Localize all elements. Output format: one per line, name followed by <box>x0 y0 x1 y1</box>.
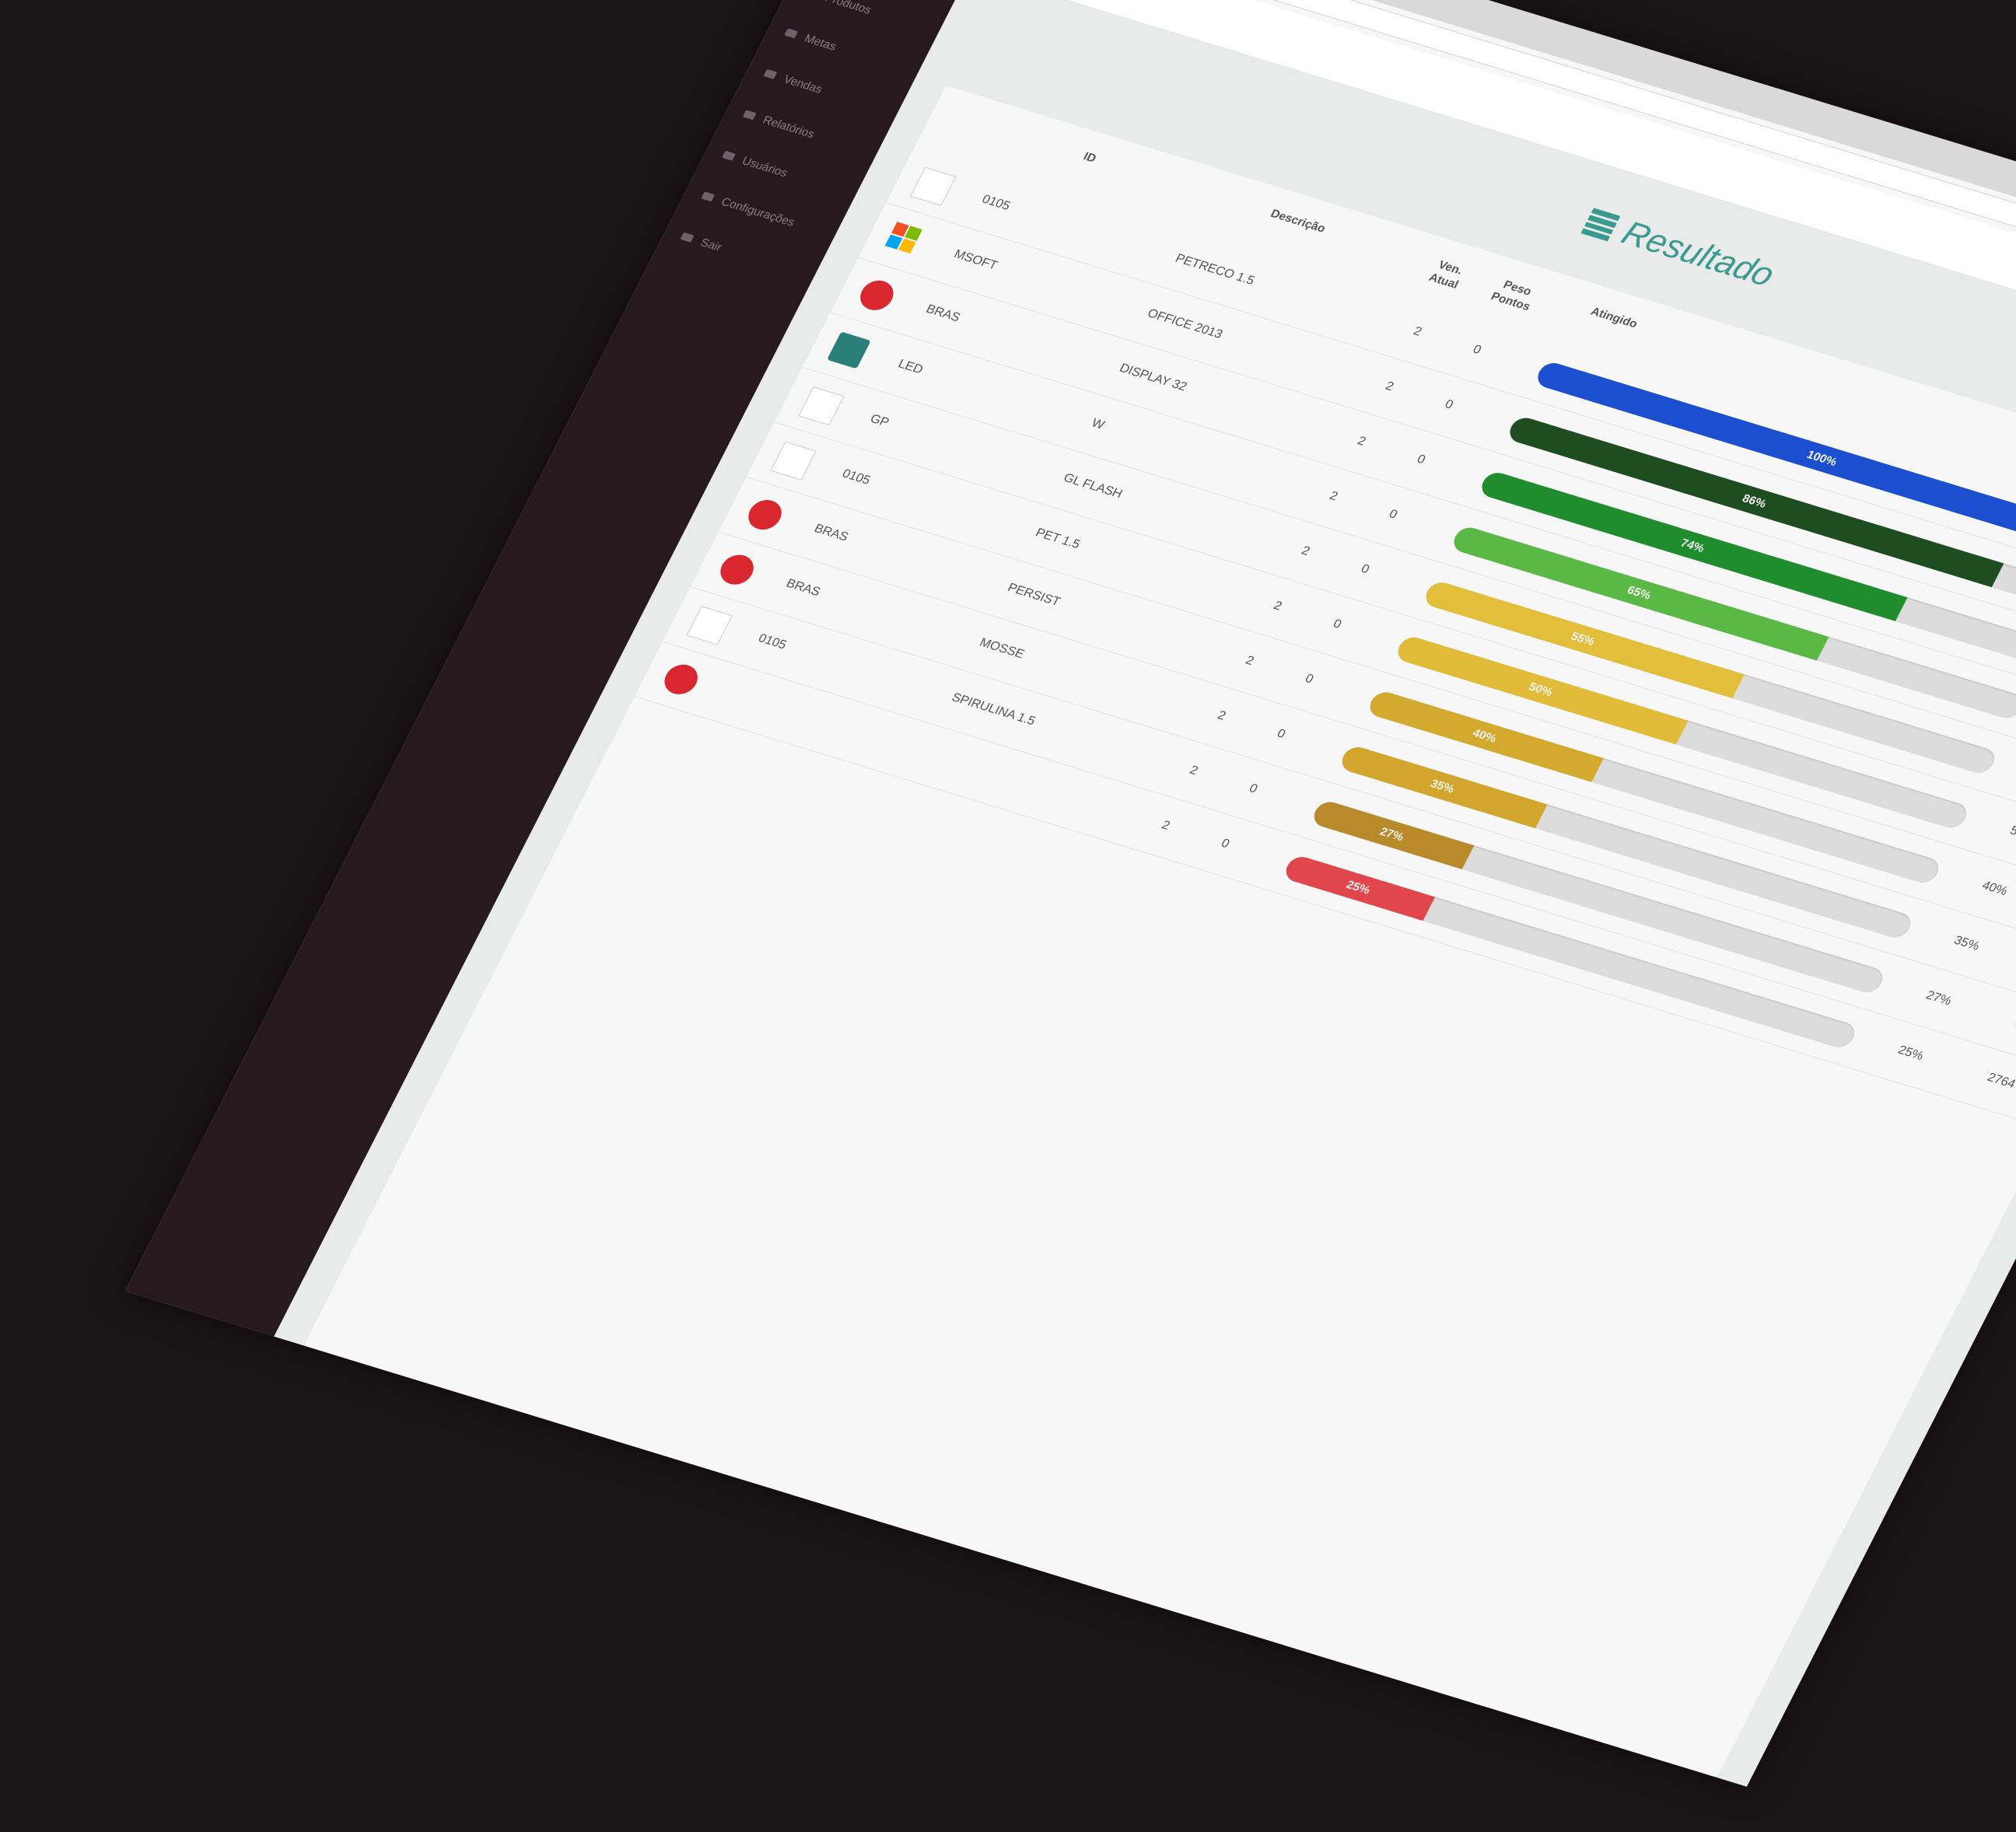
main-content: Resultado ID Descrição Ven. Atual Peso P… <box>274 0 2016 1787</box>
row-percent: 40% <box>1979 879 2010 899</box>
sidebar-item-label: Usuários <box>740 154 790 180</box>
menu-icon <box>742 110 757 121</box>
row-weight-points: 0 <box>1275 726 1288 741</box>
header-current-sales[interactable]: Ven. Atual <box>1426 258 1465 292</box>
sidebar-item-label: Configurações <box>719 194 797 229</box>
page-title-text: Resultado <box>1615 214 1781 294</box>
row-weight-points: 0 <box>1470 342 1484 357</box>
menu-icon <box>721 150 736 161</box>
brand-logo-icon <box>659 660 704 698</box>
menu-icon <box>701 191 716 202</box>
sidebar-item-label: Produtos <box>823 0 874 17</box>
brand-logo-icon <box>855 276 899 314</box>
row-current-sales: 2 <box>1327 489 1340 504</box>
brand-logo-icon <box>910 166 957 206</box>
header-description[interactable]: Descrição <box>1268 207 1328 236</box>
row-weight-points: 0 <box>1442 397 1456 412</box>
row-weight-points: 0 <box>1219 837 1232 851</box>
row-current-sales: 2 <box>1411 324 1424 339</box>
row-points: 3342 <box>2013 1016 2016 1037</box>
list-icon <box>1580 208 1621 242</box>
row-current-sales: 2 <box>1243 653 1256 668</box>
browser-window: Rio Grande do ... × ERP - Resultado × ← … <box>125 0 2016 1787</box>
row-current-sales: 2 <box>1383 379 1396 394</box>
row-current-sales: 2 <box>1159 818 1173 833</box>
row-weight-points: 0 <box>1247 781 1260 796</box>
row-weight-points: 0 <box>1414 453 1428 467</box>
results-table: ID Descrição Ven. Atual Peso Pontos Atin… <box>303 85 2016 1778</box>
brand-logo-icon <box>686 606 733 645</box>
row-weight-points: 0 <box>1358 562 1372 577</box>
row-percent: 50% <box>2007 823 2016 844</box>
header-weight-points[interactable]: Peso Pontos <box>1489 278 1535 313</box>
brand-logo-icon <box>715 551 759 589</box>
row-current-sales: 2 <box>1215 708 1228 723</box>
header-achieved[interactable]: Atingido <box>1588 305 1640 331</box>
row-weight-points: 0 <box>1303 672 1316 687</box>
row-current-sales: 2 <box>1271 599 1284 614</box>
sidebar-item-label: Vendas <box>781 72 825 96</box>
microsoft-logo-icon <box>884 222 922 253</box>
brand-logo-icon <box>770 441 817 481</box>
row-current-sales: 2 <box>1187 764 1200 778</box>
brand-logo-icon <box>827 331 871 369</box>
laptop-screen: Rio Grande do ... × ERP - Resultado × ← … <box>125 0 2016 1787</box>
row-weight-points: 0 <box>1386 507 1400 522</box>
header-id[interactable]: ID <box>1081 149 1099 166</box>
row-percent: 35% <box>1951 934 1982 953</box>
menu-icon <box>680 232 695 243</box>
sidebar-item-label: Sair <box>698 236 725 254</box>
row-points: 2764 <box>1985 1071 2016 1092</box>
row-weight-points: 0 <box>1331 617 1344 631</box>
app-root: ERP DashboardProdutosMetasVendasRelatóri… <box>125 0 2016 1787</box>
brand-logo-icon <box>743 496 787 534</box>
sidebar-item-label: Metas <box>802 31 839 54</box>
row-percent: 27% <box>1923 988 1954 1009</box>
sidebar-item-label: Relatórios <box>760 113 817 141</box>
menu-icon <box>784 28 799 39</box>
row-current-sales: 2 <box>1299 544 1312 558</box>
row-percent: 25% <box>1895 1044 1926 1063</box>
brand-logo-icon <box>798 386 845 426</box>
row-current-sales: 2 <box>1355 434 1368 449</box>
menu-icon <box>763 68 778 79</box>
